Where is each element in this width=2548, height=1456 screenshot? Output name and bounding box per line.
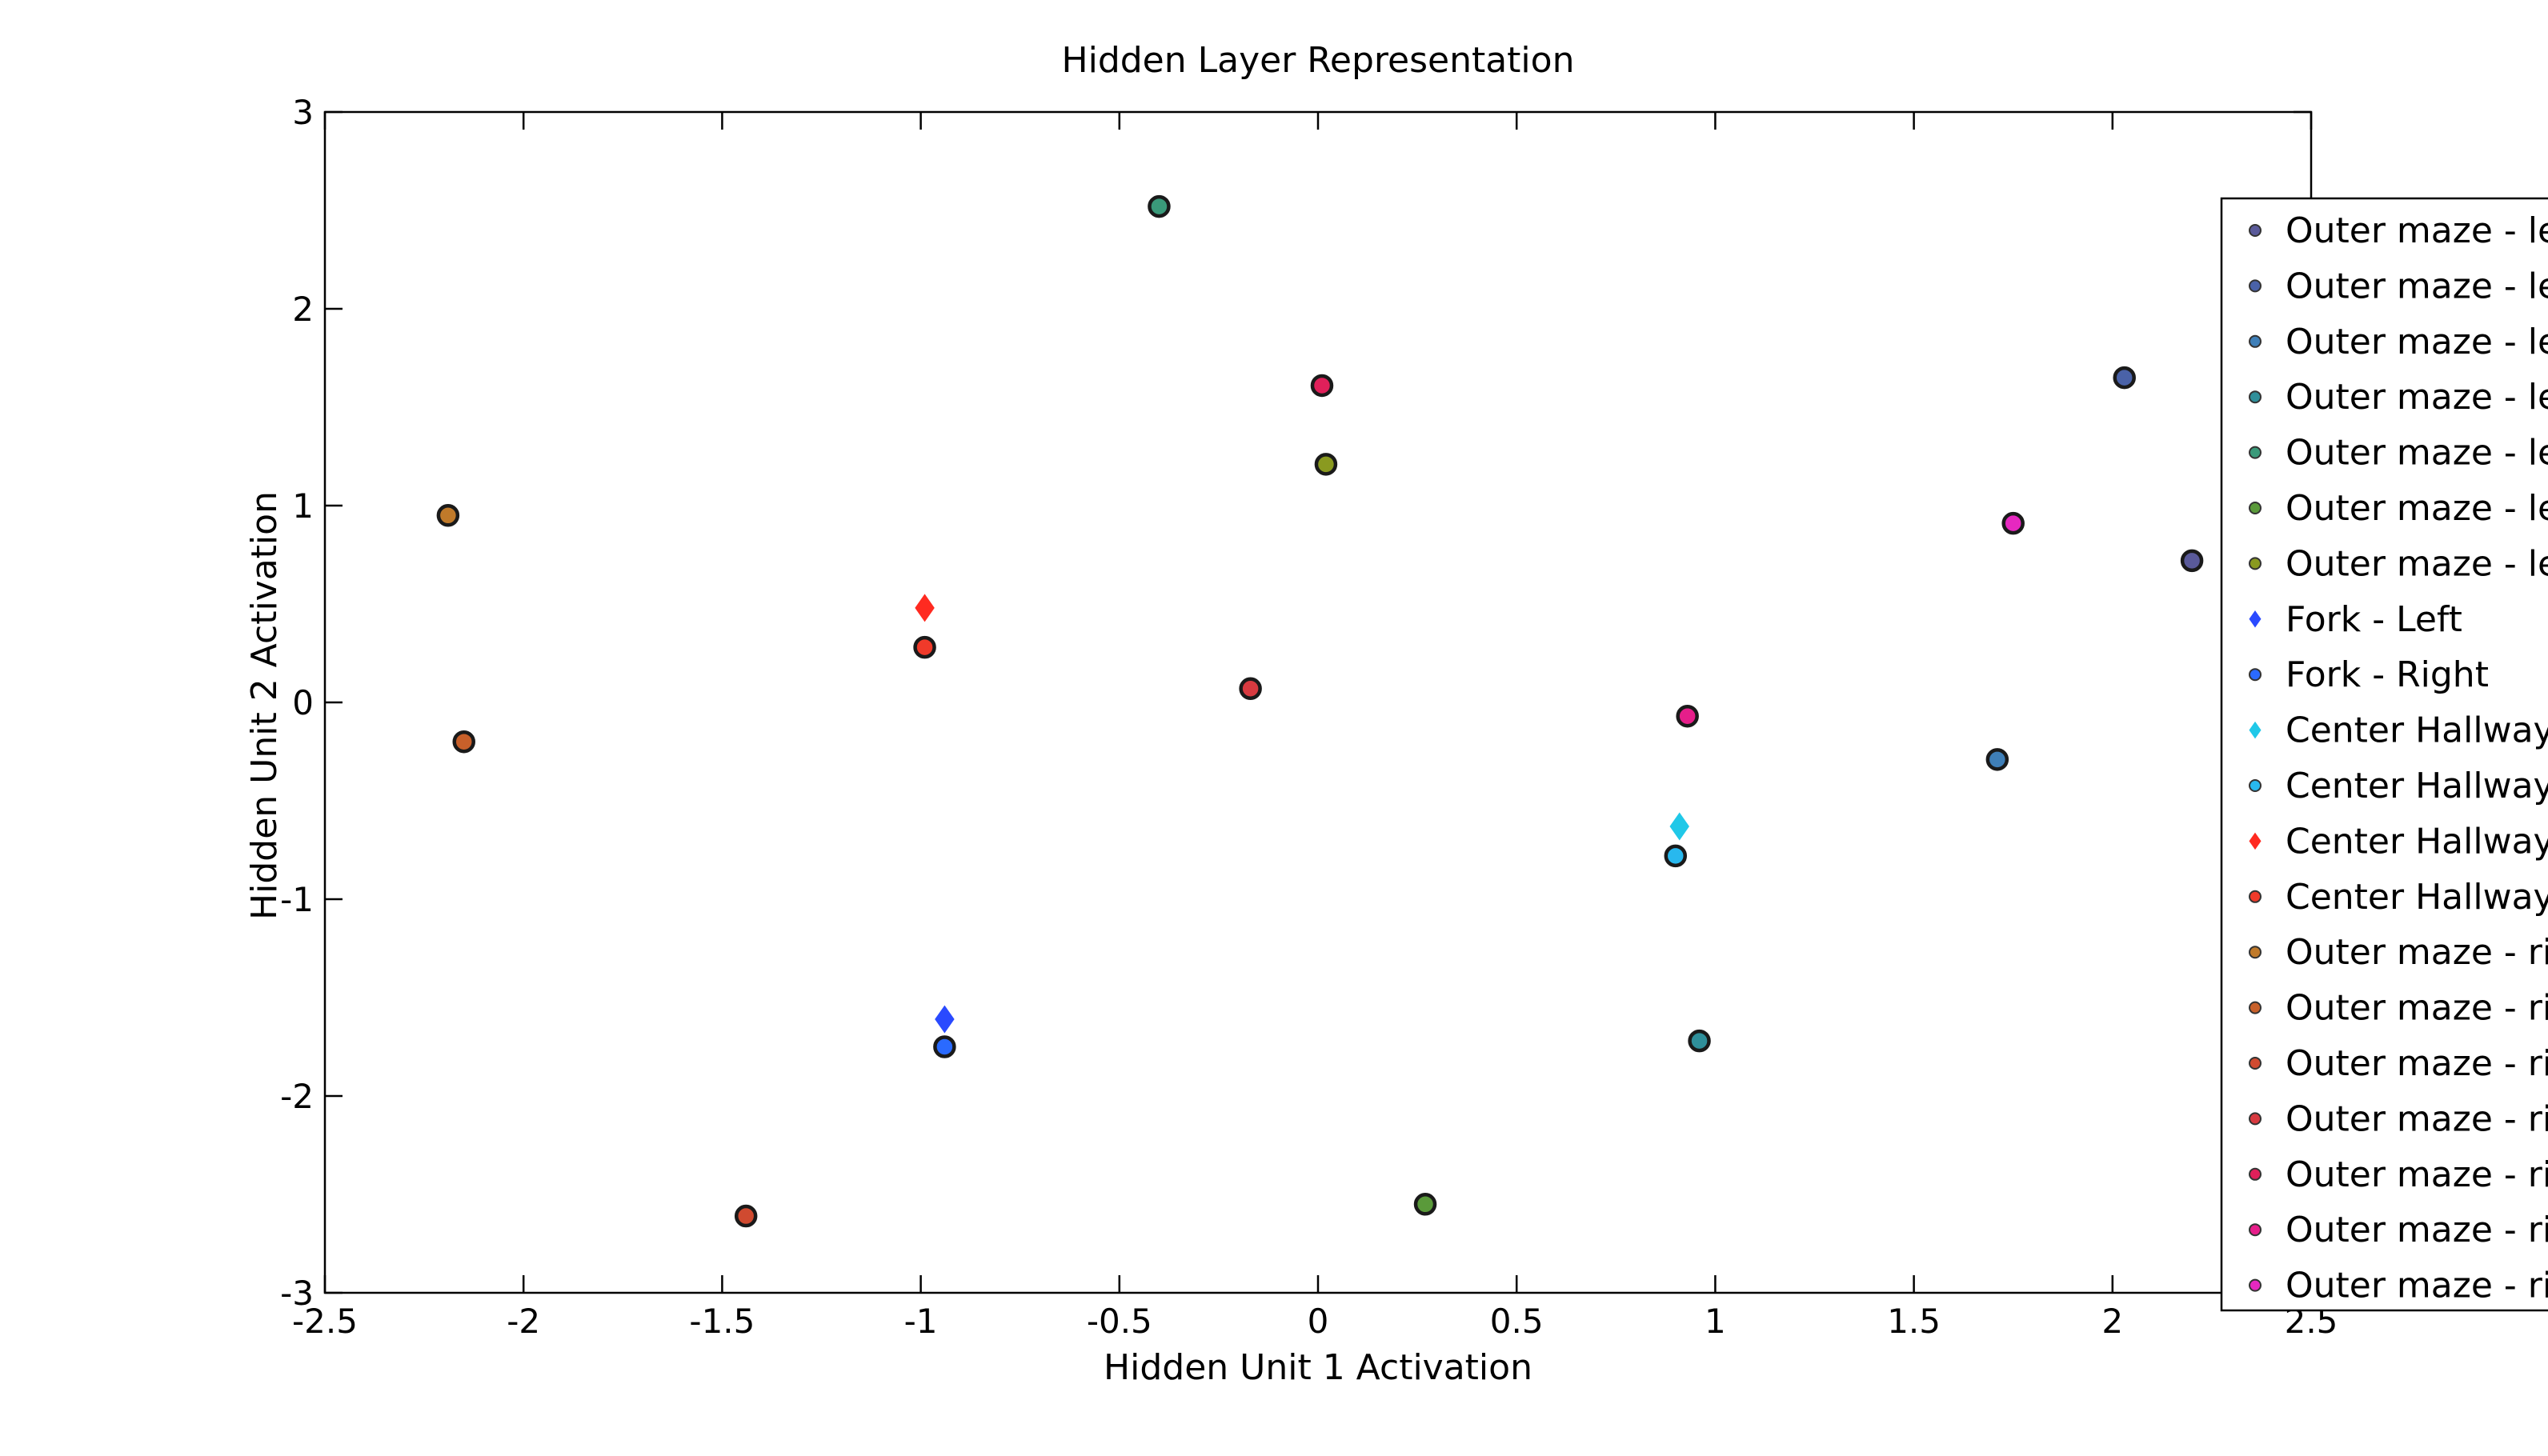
legend-label: Outer maze - lef (2286, 377, 2548, 418)
x-tick-label: 2 (2101, 1302, 2123, 1341)
data-point-series-14 (452, 730, 475, 754)
legend-label: Outer maze - rig (2286, 1043, 2548, 1084)
y-tick-label: -2 (280, 1077, 314, 1116)
legend-marker (2249, 668, 2262, 682)
legend-marker (2249, 557, 2262, 570)
data-point-series-12 (913, 635, 936, 659)
data-point-series-9 (1669, 812, 1689, 841)
data-point-series-0 (2180, 549, 2204, 573)
data-point-series-11 (915, 594, 935, 622)
legend-marker (2249, 890, 2262, 903)
data-point-series-15 (734, 1204, 758, 1228)
legend-marker (2249, 721, 2262, 739)
legend-label: Outer maze - lef (2286, 210, 2548, 251)
data-point-series-2 (1985, 748, 2009, 771)
y-tick-label: -3 (280, 1274, 314, 1313)
data-point-series-16 (1239, 677, 1262, 701)
legend-marker (2249, 1057, 2262, 1070)
legend-label: Fork - Right (2286, 654, 2489, 695)
data-point-series-18 (1676, 704, 1699, 728)
legend-label: Center Hallway (2286, 821, 2548, 862)
legend-marker (2249, 946, 2262, 959)
y-tick-label: 1 (292, 486, 314, 526)
legend-marker (2249, 779, 2262, 792)
data-point-series-7 (935, 1005, 955, 1034)
data-point-series-6 (1314, 453, 1338, 476)
x-axis-label: Hidden Unit 1 Activation (1104, 1347, 1532, 1388)
data-point-series-5 (1413, 1193, 1437, 1216)
x-tick-label: -1 (904, 1302, 938, 1341)
legend-label: Outer maze - rig (2286, 1098, 2548, 1139)
legend-marker (2249, 610, 2262, 628)
data-point-series-1 (2113, 366, 2136, 390)
legend-marker (2249, 446, 2262, 459)
legend-label: Outer maze - rig (2286, 988, 2548, 1029)
data-points (436, 194, 2204, 1228)
y-axis-label: Hidden Unit 2 Activation (244, 491, 285, 920)
x-tick-label: -2.5 (292, 1302, 358, 1341)
data-point-series-8 (933, 1035, 956, 1058)
legend-marker (2249, 279, 2262, 293)
legend-label: Outer maze - lef (2286, 543, 2548, 584)
y-tick-label: -1 (280, 880, 314, 919)
data-point-series-19 (2001, 511, 2025, 535)
legend-box (2220, 197, 2548, 1312)
x-tick-label: 0 (1308, 1302, 1329, 1341)
legend-marker (2249, 1112, 2262, 1126)
x-tick-label: 1.5 (1887, 1302, 1941, 1341)
legend-label: Center Hallway (2286, 766, 2548, 806)
legend-marker (2249, 832, 2262, 850)
chart-title: Hidden Layer Representation (1062, 40, 1575, 81)
x-tick-label: -0.5 (1087, 1302, 1152, 1341)
x-tick-label: -1.5 (689, 1302, 755, 1341)
legend-marker (2249, 1001, 2262, 1014)
y-tick-label: 3 (292, 93, 314, 132)
legend-label: Outer maze - lef (2286, 488, 2548, 529)
legend-label: Center Hallway (2286, 710, 2548, 751)
x-tick-label: 0.5 (1490, 1302, 1544, 1341)
legend-marker (2249, 502, 2262, 514)
y-tick-label: 0 (292, 683, 314, 722)
legend-label: Outer maze - lef (2286, 266, 2548, 306)
legend-label: Outer maze - lef (2286, 322, 2548, 362)
legend-label: Fork - Left (2286, 599, 2462, 640)
legend-label: Outer maze - rig (2286, 1266, 2548, 1306)
legend-label: Center Hallway (2286, 877, 2548, 918)
y-tick-label: 2 (292, 290, 314, 329)
legend-label: Outer maze - rig (2286, 1210, 2548, 1250)
legend-label: Outer maze - rig (2286, 1154, 2548, 1195)
data-point-series-17 (1310, 374, 1334, 398)
data-point-series-13 (436, 504, 460, 527)
data-point-series-3 (1688, 1029, 1711, 1053)
legend-marker (2249, 390, 2262, 404)
legend: Outer maze - lef Outer maze - lef Outer ma… (2220, 197, 2548, 1312)
x-tick-label: 1 (1705, 1302, 1726, 1341)
legend-marker (2249, 224, 2262, 237)
legend-marker (2249, 334, 2262, 348)
legend-label: Outer maze - lef (2286, 433, 2548, 474)
data-point-series-10 (1664, 844, 1688, 868)
legend-marker (2249, 1223, 2262, 1237)
x-tick-label: -2 (507, 1302, 540, 1341)
data-point-series-4 (1148, 194, 1171, 218)
legend-marker (2249, 1278, 2262, 1292)
legend-label: Outer maze - rig (2286, 932, 2548, 973)
legend-marker (2249, 1167, 2262, 1181)
